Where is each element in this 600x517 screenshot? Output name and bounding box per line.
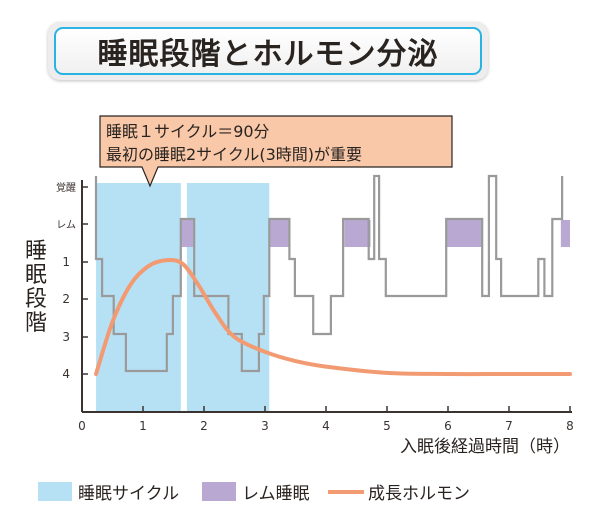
x-tick-label: 3 — [261, 419, 269, 433]
legend: 睡眠サイクル レム睡眠 成長ホルモン — [38, 482, 470, 504]
y-axis-title: 睡眠段階 — [25, 239, 47, 336]
hypnogram-line — [94, 174, 564, 373]
annotation-callout: 睡眠１サイクル＝90分 最初の睡眠2サイクル(3時間)が重要 — [99, 115, 453, 188]
legend-label: レム睡眠 — [242, 484, 310, 504]
x-tick-label: 2 — [200, 419, 208, 433]
y-tick-label: 4 — [62, 367, 70, 381]
y-tick-label: 3 — [62, 330, 70, 344]
rem-period-4 — [446, 220, 483, 247]
legend-swatch — [202, 482, 236, 501]
x-tick-label: 0 — [78, 419, 86, 433]
x-tick-label: 1 — [139, 419, 147, 433]
rem-period-3 — [344, 220, 371, 247]
y-tick-label: レム — [56, 219, 76, 231]
legend-label: 成長ホルモン — [368, 484, 470, 504]
legend-label: 睡眠サイクル — [78, 484, 179, 504]
x-tick-label: 7 — [505, 419, 513, 433]
y-axis-title-char: 睡 — [25, 239, 47, 264]
y-axis-title-char: 眠 — [25, 263, 47, 288]
annotation-line-1: 睡眠１サイクル＝90分 — [106, 122, 270, 141]
y-tick-label: 覚醒 — [56, 181, 76, 194]
x-axis-title: 入眠後経過時間（時） — [400, 437, 570, 457]
rem-period-1 — [180, 220, 195, 247]
growth-hormone-line — [94, 257, 572, 377]
x-tick-label: 8 — [566, 419, 574, 433]
x-tick-label: 6 — [444, 419, 452, 433]
y-tick-label: 2 — [62, 292, 70, 306]
sleep-cycle-band-1 — [96, 183, 181, 412]
y-axis-title-char: 段 — [25, 287, 47, 312]
rem-period-5 — [560, 220, 570, 247]
title-frame: 睡眠段階とホルモン分泌 — [54, 27, 482, 75]
chart-title: 睡眠段階とホルモン分泌 — [97, 37, 439, 72]
y-axis-title-char: 階 — [25, 311, 47, 336]
annotation-line-2: 最初の睡眠2サイクル(3時間)が重要 — [106, 145, 362, 164]
legend-swatch — [38, 482, 72, 501]
title-box: 睡眠段階とホルモン分泌 — [48, 22, 488, 80]
callout-bubble — [99, 115, 453, 188]
y-tick-label: 1 — [62, 255, 70, 269]
x-tick-label: 5 — [383, 419, 391, 433]
rem-period-2 — [269, 220, 290, 247]
x-tick-label: 4 — [322, 419, 330, 433]
